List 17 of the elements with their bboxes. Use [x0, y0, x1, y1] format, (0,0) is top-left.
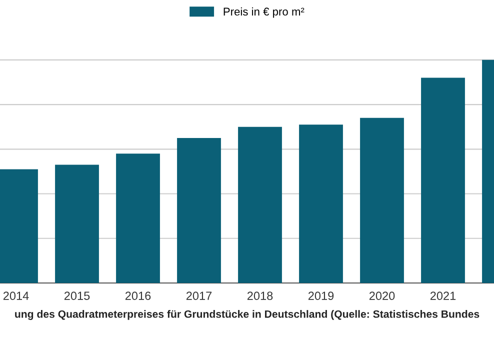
text: ung des Quadratmeterpreises für Grundstücke in Deutschland (Quelle: Statistisches Bundes [15, 310, 480, 320]
x-tick-label: 2018 [247, 292, 273, 300]
x-tick-label: 2021 [430, 292, 456, 300]
x-tick-label: 2020 [369, 292, 395, 300]
bar [55, 164, 99, 283]
bar [238, 126, 282, 283]
x-tick-label: 2019 [308, 292, 334, 300]
x-tick-label: 2014 [3, 292, 29, 300]
x-tick-label: 2015 [64, 292, 90, 300]
bar [421, 78, 465, 283]
legend-label: Preis in € pro m² [224, 7, 304, 18]
x-tick-label: 2017 [186, 292, 212, 300]
x-tick-label: 2016 [125, 292, 151, 300]
bar [299, 124, 343, 283]
bar [116, 154, 160, 283]
bar [360, 118, 404, 283]
bar [177, 138, 221, 283]
